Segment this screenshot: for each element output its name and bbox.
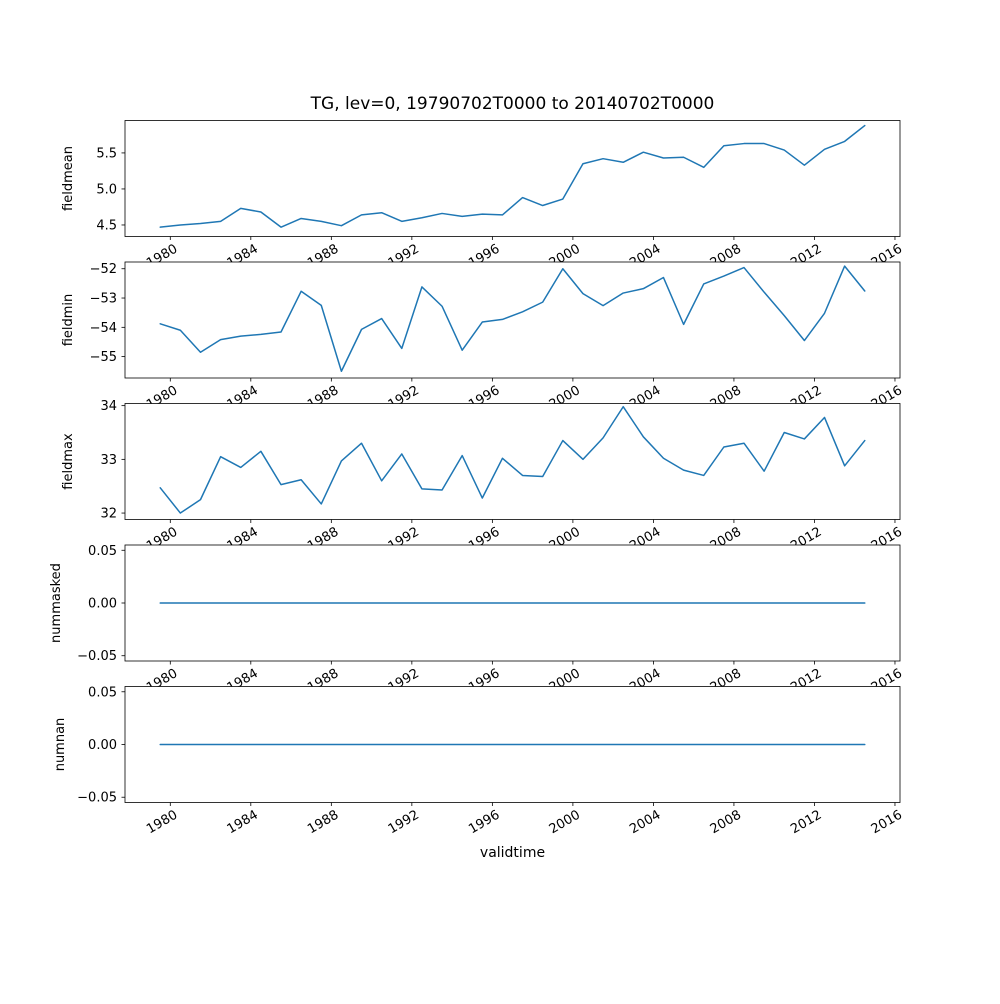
y-tick-label: −55 bbox=[90, 350, 117, 365]
fieldmax-axes-background bbox=[125, 403, 900, 520]
fieldmin-spines bbox=[124, 261, 901, 379]
fieldmin-axes-background bbox=[125, 262, 900, 378]
subplot-fieldmin: 1980 1984 1988 1992 1996 2000 2004 2008 2012 2016… bbox=[61, 261, 905, 413]
y-tick-label: 0.00 bbox=[88, 597, 117, 612]
y-tick-label: −0.05 bbox=[77, 649, 117, 664]
fieldmean-ylabel: fieldmean bbox=[61, 146, 76, 211]
y-tick-label: −52 bbox=[90, 262, 117, 277]
y-tick-label: 33 bbox=[100, 453, 117, 468]
fieldmean-spines bbox=[124, 120, 901, 237]
subplot-fieldmean: 1980 1984 1988 1992 1996 2000 2004 2008 2012 2016… bbox=[61, 120, 905, 271]
y-tick-label: −0.05 bbox=[77, 791, 117, 806]
fieldmax-ylabel: fieldmax bbox=[61, 433, 76, 490]
y-tick-label: 32 bbox=[100, 507, 117, 522]
fieldmean-axes-background bbox=[125, 120, 900, 237]
fieldmax-spines bbox=[124, 403, 901, 520]
fieldmax-line bbox=[159, 405, 866, 514]
y-tick-label: −54 bbox=[90, 321, 117, 336]
y-tick-label: 5.0 bbox=[96, 182, 117, 197]
y-tick-label: 0.05 bbox=[88, 544, 117, 559]
y-tick-label: 4.5 bbox=[96, 218, 117, 233]
y-tick-label: 0.05 bbox=[88, 685, 117, 700]
y-tick-label: 0.00 bbox=[88, 738, 117, 753]
fieldmean-line bbox=[159, 124, 866, 228]
y-tick-label: 5.5 bbox=[96, 146, 117, 161]
x-axis-label: validtime bbox=[480, 845, 545, 861]
y-tick-label: 34 bbox=[100, 399, 117, 414]
fieldmin-ylabel: fieldmin bbox=[61, 294, 76, 347]
y-tick-label: −53 bbox=[90, 292, 117, 307]
nummasked-ylabel: nummasked bbox=[49, 563, 64, 643]
numnan-ylabel: numnan bbox=[53, 718, 68, 772]
figure-title: TG, lev=0, 19790702T0000 to 20140702T000… bbox=[310, 94, 715, 114]
fieldmin-line bbox=[159, 265, 866, 373]
subplots: 1980 1984 1988 1992 1996 2000 2004 2008 2012 2016… bbox=[49, 120, 905, 837]
